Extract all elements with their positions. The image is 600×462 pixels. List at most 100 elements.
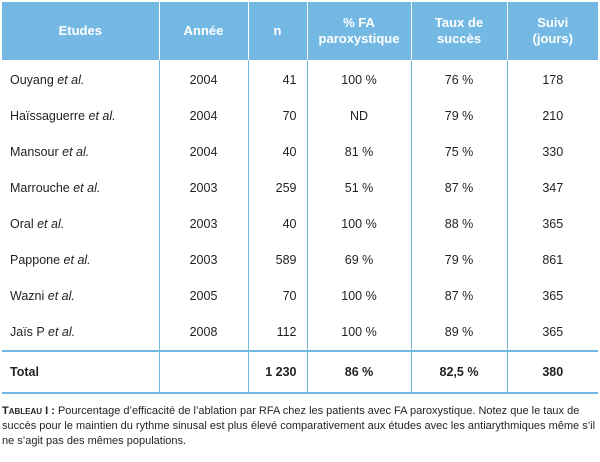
study-author: Ouyang (10, 73, 54, 87)
header-fa-line2: paroxystique (318, 31, 400, 46)
cell-taux: 76 % (410, 60, 507, 98)
cell-annee: 2004 (158, 98, 248, 134)
cell-fa: ND (306, 98, 411, 134)
cell-suivi: 210 (506, 98, 598, 134)
cell-n: 70 (247, 278, 307, 314)
cell-suivi: 861 (506, 242, 598, 278)
study-author: Haïssaguerre (10, 109, 86, 123)
cell-fa: 100 % (306, 314, 411, 351)
header-fa-line1: % FA (343, 15, 375, 30)
cell-study: Wazni et al. (2, 278, 159, 314)
study-etal: et al. (62, 145, 90, 159)
cell-fa: 100 % (306, 60, 411, 98)
cell-taux: 79 % (410, 98, 507, 134)
cell-fa: 69 % (306, 242, 411, 278)
header-taux-line1: Taux de (434, 15, 484, 30)
table-body: Ouyang et al. 2004 41 100 % 76 % 178 Haï… (2, 60, 598, 351)
cell-annee: 2004 (158, 134, 248, 170)
data-table-container: Etudes Année n % FA paroxystique Taux de… (2, 2, 598, 394)
table-caption: Tableau I : Pourcentage d’efficacité de … (2, 404, 598, 449)
cell-annee: 2005 (158, 278, 248, 314)
cell-taux: 87 % (410, 278, 507, 314)
caption-label: Tableau I : (2, 405, 55, 417)
study-etal: et al. (88, 109, 116, 123)
total-annee (158, 350, 248, 394)
study-author: Jaïs P (10, 325, 45, 339)
study-author: Mansour (10, 145, 59, 159)
cell-suivi: 365 (506, 314, 598, 351)
cell-n: 41 (247, 60, 307, 98)
study-author: Pappone (10, 253, 61, 267)
cell-suivi: 365 (506, 206, 598, 242)
total-fa: 86 % (306, 350, 411, 394)
cell-annee: 2003 (158, 170, 248, 206)
total-suivi: 380 (506, 350, 598, 394)
cell-study: Haïssaguerre et al. (2, 98, 159, 134)
total-label: Total (2, 350, 159, 394)
cell-taux: 75 % (410, 134, 507, 170)
table-row: Mansour et al. 2004 40 81 % 75 % 330 (2, 134, 598, 170)
table-footer: Total 1 230 86 % 82,5 % 380 (2, 350, 598, 394)
cell-taux: 89 % (410, 314, 507, 351)
study-etal: et al. (48, 325, 76, 339)
header-suivi: Suivi (jours) (506, 2, 598, 60)
cell-suivi: 347 (506, 170, 598, 206)
study-author: Oral (10, 217, 34, 231)
cell-annee: 2004 (158, 60, 248, 98)
cell-n: 40 (247, 206, 307, 242)
study-etal: et al. (57, 73, 85, 87)
cell-taux: 87 % (410, 170, 507, 206)
cell-study: Oral et al. (2, 206, 159, 242)
header-suivi-line2: (jours) (532, 31, 573, 46)
study-author: Wazni (10, 289, 45, 303)
cell-suivi: 330 (506, 134, 598, 170)
cell-annee: 2003 (158, 206, 248, 242)
cell-study: Marrouche et al. (2, 170, 159, 206)
cell-n: 259 (247, 170, 307, 206)
study-etal: et al. (47, 289, 75, 303)
efficacy-table: Etudes Année n % FA paroxystique Taux de… (2, 2, 598, 394)
cell-fa: 100 % (306, 206, 411, 242)
cell-study: Mansour et al. (2, 134, 159, 170)
total-n: 1 230 (247, 350, 307, 394)
cell-annee: 2008 (158, 314, 248, 351)
header-suivi-line1: Suivi (537, 15, 569, 30)
header-fa-paroxystique: % FA paroxystique (306, 2, 411, 60)
header-taux-succes: Taux de succès (410, 2, 507, 60)
study-etal: et al. (73, 181, 101, 195)
header-taux-line2: succès (436, 31, 482, 46)
table-row: Marrouche et al. 2003 259 51 % 87 % 347 (2, 170, 598, 206)
cell-fa: 51 % (306, 170, 411, 206)
cell-n: 112 (247, 314, 307, 351)
total-taux: 82,5 % (410, 350, 507, 394)
header-n: n (247, 2, 307, 60)
total-row: Total 1 230 86 % 82,5 % 380 (2, 350, 598, 394)
cell-n: 40 (247, 134, 307, 170)
study-author: Marrouche (10, 181, 70, 195)
table-row: Wazni et al. 2005 70 100 % 87 % 365 (2, 278, 598, 314)
header-row: Etudes Année n % FA paroxystique Taux de… (2, 2, 598, 60)
table-row: Oral et al. 2003 40 100 % 88 % 365 (2, 206, 598, 242)
cell-study: Jaïs P et al. (2, 314, 159, 351)
cell-fa: 100 % (306, 278, 411, 314)
cell-n: 70 (247, 98, 307, 134)
cell-suivi: 365 (506, 278, 598, 314)
cell-suivi: 178 (506, 60, 598, 98)
table-row: Pappone et al. 2003 589 69 % 79 % 861 (2, 242, 598, 278)
cell-annee: 2003 (158, 242, 248, 278)
study-etal: et al. (37, 217, 65, 231)
table-row: Ouyang et al. 2004 41 100 % 76 % 178 (2, 60, 598, 98)
cell-taux: 79 % (410, 242, 507, 278)
table-row: Jaïs P et al. 2008 112 100 % 89 % 365 (2, 314, 598, 351)
cell-n: 589 (247, 242, 307, 278)
study-etal: et al. (63, 253, 91, 267)
caption-text: Pourcentage d’efficacité de l’ablation p… (2, 405, 596, 447)
cell-taux: 88 % (410, 206, 507, 242)
cell-fa: 81 % (306, 134, 411, 170)
table-row: Haïssaguerre et al. 2004 70 ND 79 % 210 (2, 98, 598, 134)
cell-study: Pappone et al. (2, 242, 159, 278)
cell-study: Ouyang et al. (2, 60, 159, 98)
table-header: Etudes Année n % FA paroxystique Taux de… (2, 2, 598, 60)
header-etudes: Etudes (2, 2, 159, 60)
header-annee: Année (158, 2, 248, 60)
